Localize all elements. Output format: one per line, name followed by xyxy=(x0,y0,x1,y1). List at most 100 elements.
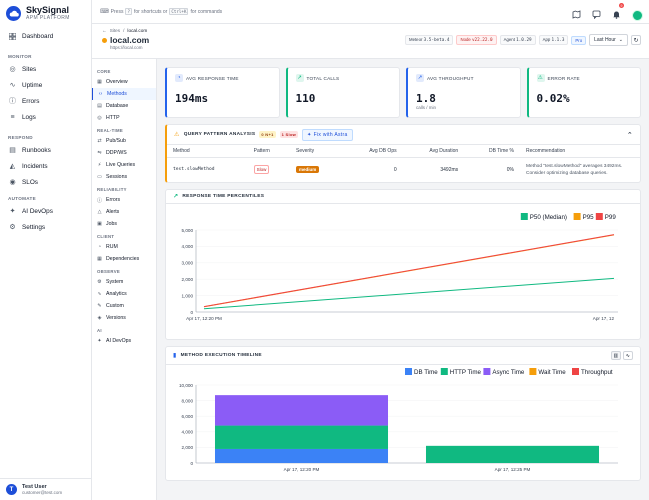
site-url[interactable]: https://local.com xyxy=(110,45,143,50)
brand-name: SkySignal xyxy=(26,5,70,15)
book-icon: ▤ xyxy=(9,147,16,154)
sidebar-item-errors[interactable]: ⓘ Errors xyxy=(0,93,91,109)
x-tick-label: Apr 17, 12:20 PM xyxy=(284,467,320,472)
subnav-item-alerts[interactable]: △ Alerts xyxy=(92,206,156,218)
trend-icon: ↗ xyxy=(173,194,179,200)
back-arrow-icon[interactable]: ← xyxy=(102,28,107,33)
subnav-item-sessions[interactable]: ▭ Sessions xyxy=(92,171,156,183)
sidebar-item-ai-devops[interactable]: ✦ AI DevOps xyxy=(0,203,91,219)
notification-badge: 9 xyxy=(619,3,624,8)
metric-label-row: ↗ AVG THROUGHPUT xyxy=(416,74,512,82)
chat-icon[interactable] xyxy=(592,6,601,24)
bar-segment xyxy=(214,425,389,449)
sidebar-item-uptime[interactable]: ∿ Uptime xyxy=(0,77,91,93)
user-profile[interactable]: T Test User customer@test.com xyxy=(0,478,91,500)
metric-card: ⚠ ERROR RATE 0.02% xyxy=(526,67,641,118)
series-line xyxy=(203,277,615,310)
y-tick-label: 10,000 xyxy=(179,383,193,388)
table-row[interactable]: test.slowMethod Slow medium 0 3492ms 0% … xyxy=(167,157,640,182)
keyboard-icon: ⌨ xyxy=(100,9,109,15)
pattern-badge: Slow xyxy=(253,164,270,174)
legend-swatch xyxy=(595,213,603,220)
series-line xyxy=(203,234,615,308)
y-tick-label: 2,000 xyxy=(182,277,194,282)
sparkle-icon: ✦ xyxy=(307,131,312,138)
metric-subtext: calls / min xyxy=(416,105,437,110)
subnav-label: Overview xyxy=(106,79,128,85)
col-header: Avg Duration xyxy=(402,145,465,158)
sidebar-item-dashboard[interactable]: Dashboard xyxy=(0,28,91,44)
subnav-icon: ▦ xyxy=(97,256,102,262)
col-header: Severity xyxy=(290,145,344,158)
bell-icon[interactable]: 9 xyxy=(612,3,624,24)
subnav-item-rum[interactable]: ◔ RUM xyxy=(92,241,156,253)
subnav-item-database[interactable]: ▤ Database xyxy=(92,100,156,112)
siren-icon: ◭ xyxy=(9,163,16,170)
bar-segment xyxy=(214,395,389,426)
refresh-button[interactable]: ↻ xyxy=(631,35,641,45)
legend-label: DB Time xyxy=(414,369,438,376)
y-tick-label: 4,000 xyxy=(182,244,194,249)
collapse-chevron-icon[interactable]: ⌃ xyxy=(626,131,633,139)
site-header: ← Sites / local.com local.com https://lo… xyxy=(92,24,649,59)
subnav-icon: ◈ xyxy=(97,315,102,321)
subnav-item-system[interactable]: ⚙ System xyxy=(92,276,156,288)
status-indicator[interactable] xyxy=(632,9,643,21)
subnav-label: RUM xyxy=(106,244,118,250)
shortcut-hint: ⌨ Press ? for shortcuts or Ctrl+K for co… xyxy=(100,8,222,15)
avg-db-ops: 0 xyxy=(393,166,397,173)
metric-label: ERROR RATE xyxy=(547,75,580,81)
subnav-item-errors[interactable]: ⓘ Errors xyxy=(92,194,156,206)
breadcrumb-sites[interactable]: Sites xyxy=(109,28,121,33)
brand-subtitle: APM PLATFORM xyxy=(26,15,70,21)
subnav-item-versions[interactable]: ◈ Versions xyxy=(92,312,156,324)
plan-badge: Pro xyxy=(571,35,587,45)
subnav-item-overview[interactable]: ▦ Overview xyxy=(92,76,156,88)
subnav-item-http[interactable]: ◎ HTTP xyxy=(92,112,156,124)
subnav-icon: ▦ xyxy=(97,79,102,85)
execution-timeline-panel: ▮ METHOD EXECUTION TIMELINE ▥ ∿ Throughp… xyxy=(165,346,641,481)
metric-label: TOTAL CALLS xyxy=(306,75,340,81)
subnav-item-dependencies[interactable]: ▦ Dependencies xyxy=(92,253,156,265)
breadcrumb: ← Sites / local.com xyxy=(102,28,639,33)
subnav-icon: ▤ xyxy=(97,103,102,109)
col-header: DB Time % xyxy=(464,145,520,158)
subnav-icon: ▣ xyxy=(97,221,102,227)
sidebar-item-incidents[interactable]: ◭ Incidents xyxy=(0,158,91,174)
subnav-item-ai-devops[interactable]: ✦ AI DevOps xyxy=(92,335,156,347)
metric-card: ◔ AVG RESPONSE TIME 194ms xyxy=(165,67,280,118)
map-icon[interactable] xyxy=(572,6,581,24)
nav-section-title: MONITOR xyxy=(8,54,32,59)
x-tick-label: Apr 17, 12 xyxy=(593,316,615,321)
metric-label: AVG RESPONSE TIME xyxy=(186,75,239,81)
refresh-icon: ↻ xyxy=(633,37,639,44)
line-view-toggle[interactable]: ∿ xyxy=(623,351,633,360)
hint-text: Press xyxy=(110,8,124,15)
sidebar-item-label: Settings xyxy=(22,223,46,231)
panel-title: QUERY PATTERN ANALYSIS xyxy=(183,132,256,137)
subnav-icon: ⇋ xyxy=(97,150,102,156)
fix-with-astra-button[interactable]: ✦ Fix with Astra xyxy=(302,128,353,141)
time-range-select[interactable]: Last Hour ⌄ xyxy=(589,34,628,46)
subnav-icon: ◔ xyxy=(97,244,102,250)
subnav-item-methods[interactable]: ‹› Methods xyxy=(92,88,156,100)
brand[interactable]: SkySignal APM PLATFORM xyxy=(0,0,91,27)
subnav-item-live-queries[interactable]: ⚡ Live Queries xyxy=(92,159,156,171)
sidebar-item-runbooks[interactable]: ▤ Runbooks xyxy=(0,142,91,158)
sidebar-item-label: Runbooks xyxy=(22,146,51,154)
sidebar-item-sites[interactable]: ◎ Sites xyxy=(0,61,91,77)
subnav-item-pub-sub[interactable]: ⇄ Pub/Sub xyxy=(92,135,156,147)
subnav-item-custom[interactable]: ✎ Custom xyxy=(92,300,156,312)
slow-count-badge: 1 Slow xyxy=(279,131,299,138)
subnav-item-analytics[interactable]: ∿ Analytics xyxy=(92,288,156,300)
bar-view-toggle[interactable]: ▥ xyxy=(611,351,621,360)
avatar: T xyxy=(6,484,17,495)
col-header: Pattern xyxy=(247,145,291,158)
subnav-item-ddp-ws[interactable]: ⇋ DDP/WS xyxy=(92,147,156,159)
sidebar-item-settings[interactable]: ⚙ Settings xyxy=(0,219,91,235)
subnav-section-title: REAL-TIME xyxy=(97,128,124,133)
sidebar-item-logs[interactable]: ≡ Logs xyxy=(0,109,91,125)
subnav-icon: ⇄ xyxy=(97,138,102,144)
sidebar-item-slos[interactable]: ◉ SLOs xyxy=(0,174,91,190)
subnav-item-jobs[interactable]: ▣ Jobs xyxy=(92,218,156,230)
